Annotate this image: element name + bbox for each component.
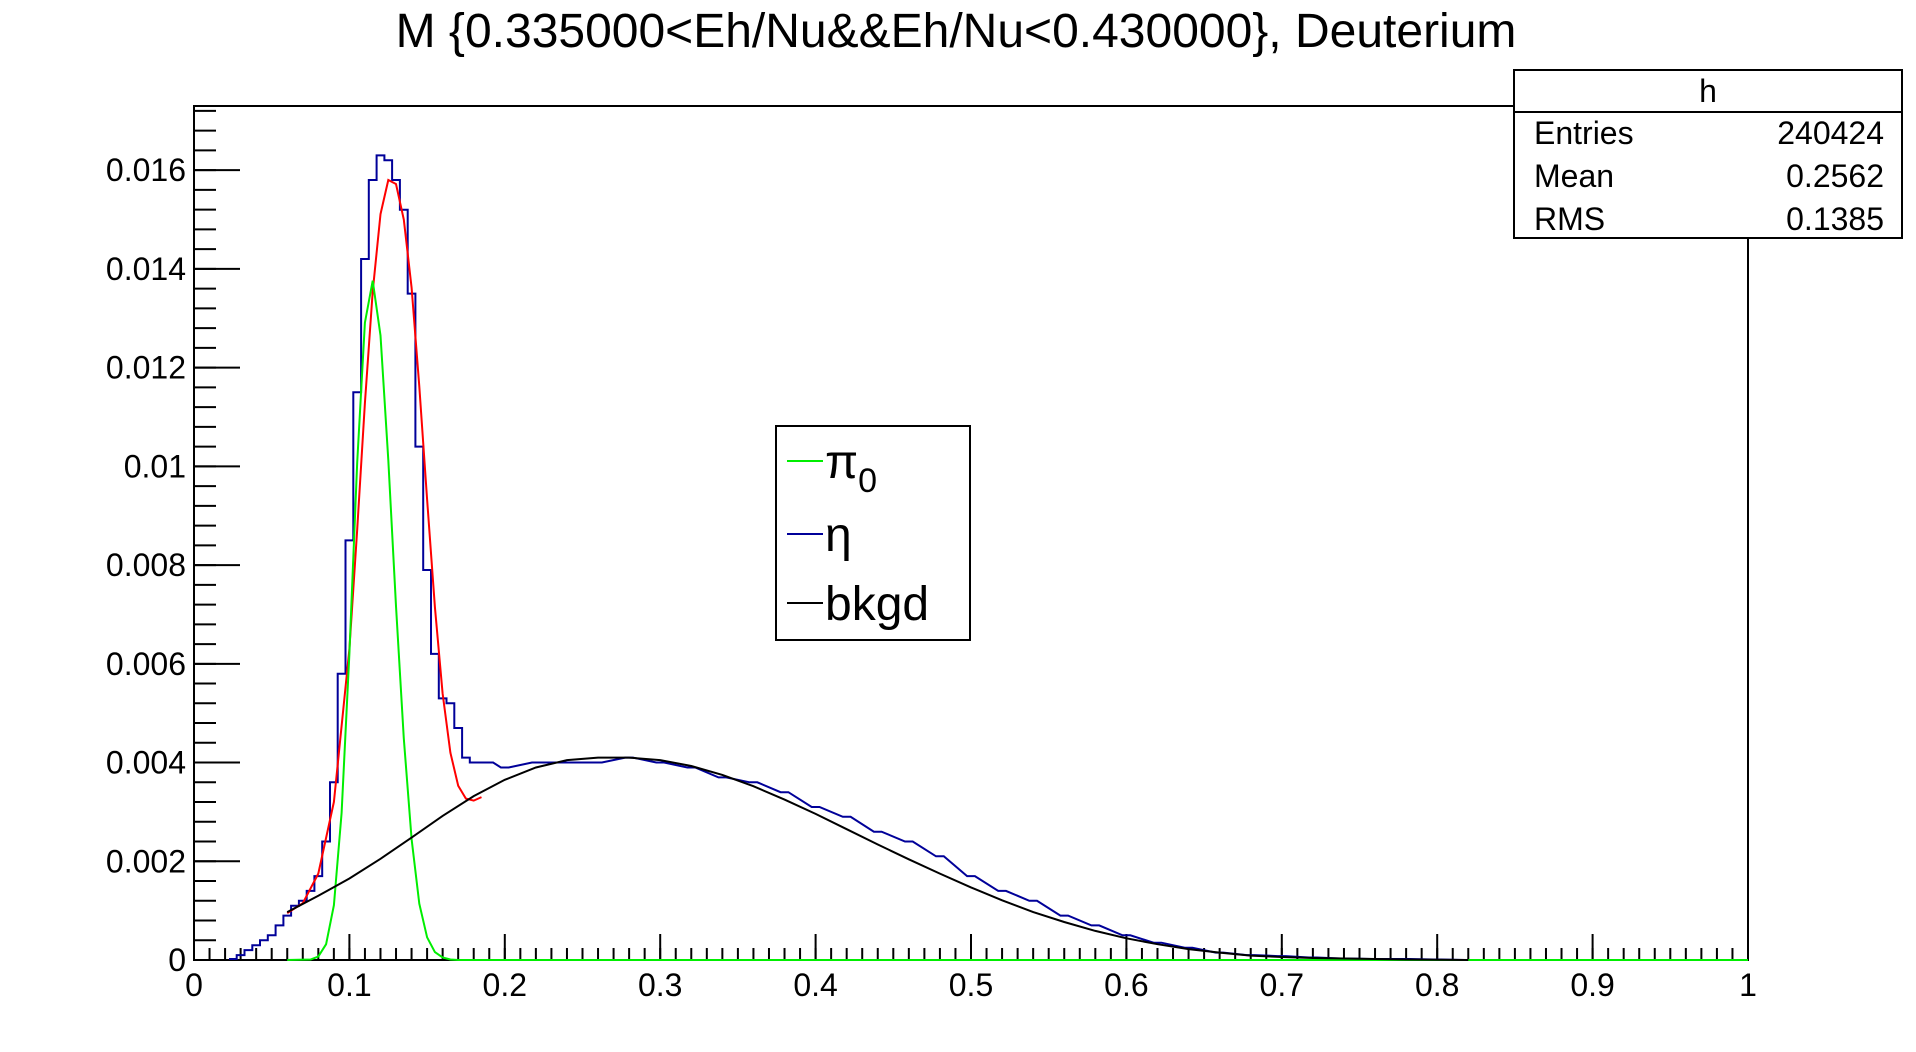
- y-tick-label: 0.012: [106, 350, 186, 386]
- y-tick-label: 0.004: [106, 745, 186, 781]
- series-line-0: [229, 154, 1473, 961]
- x-tick-label: 0.8: [1415, 967, 1459, 1003]
- stats-label-rms: RMS: [1534, 201, 1605, 237]
- y-tick-label: 0.006: [106, 646, 186, 682]
- x-tick-label: 0.1: [327, 967, 371, 1003]
- x-tick-label: 1: [1739, 967, 1757, 1003]
- chart-title: M {0.335000<Eh/Nu&&Eh/Nu<0.430000}, Deut…: [396, 5, 1517, 58]
- series-line-2: [287, 280, 1748, 961]
- stats-box-frame: [1513, 69, 1903, 239]
- stats-box-title: h: [1699, 73, 1717, 109]
- legend-label-eta: η: [825, 509, 852, 562]
- x-tick-label: 0.2: [483, 967, 527, 1003]
- legend-label-bkgd: bkgd: [825, 578, 929, 631]
- y-tick-label: 0.002: [106, 843, 186, 879]
- x-tick-label: 0.5: [949, 967, 993, 1003]
- series-layer: [229, 154, 1748, 961]
- stats-value-rms: 0.1385: [1786, 201, 1884, 237]
- x-tick-label: 0.7: [1260, 967, 1304, 1003]
- x-tick-label: 0.6: [1104, 967, 1148, 1003]
- stats-value-entries: 240424: [1777, 115, 1884, 151]
- x-tick-label: 0.4: [793, 967, 837, 1003]
- y-tick-label: 0.008: [106, 547, 186, 583]
- legend-label-pi0: π0: [825, 436, 877, 500]
- series-line-1: [286, 178, 482, 914]
- x-tick-label: 0.3: [638, 967, 682, 1003]
- x-axis: 0 0.1 0.2 0.3 0.4 0.5 0.6 0.7 0.8 0.9 1: [185, 934, 1757, 1003]
- y-axis: 0 0.002 0.004 0.006 0.008 0.01 0.012 0.014 0.016: [106, 109, 240, 978]
- y-tick-label: 0.014: [106, 251, 186, 287]
- y-tick-label: 0: [168, 942, 186, 978]
- stats-label-entries: Entries: [1534, 115, 1634, 151]
- x-tick-label: 0.9: [1570, 967, 1614, 1003]
- x-tick-label: 0: [185, 967, 203, 1003]
- series-line-3: [286, 756, 1469, 961]
- stats-value-mean: 0.2562: [1786, 158, 1884, 194]
- y-tick-label: 0.01: [124, 448, 186, 484]
- y-tick-label: 0.016: [106, 152, 186, 188]
- stats-label-mean: Mean: [1534, 158, 1614, 194]
- legend: π0 η bkgd: [775, 425, 971, 641]
- stats-box: h Entries 240424 Mean 0.2562 RMS 0.1385: [1513, 69, 1903, 239]
